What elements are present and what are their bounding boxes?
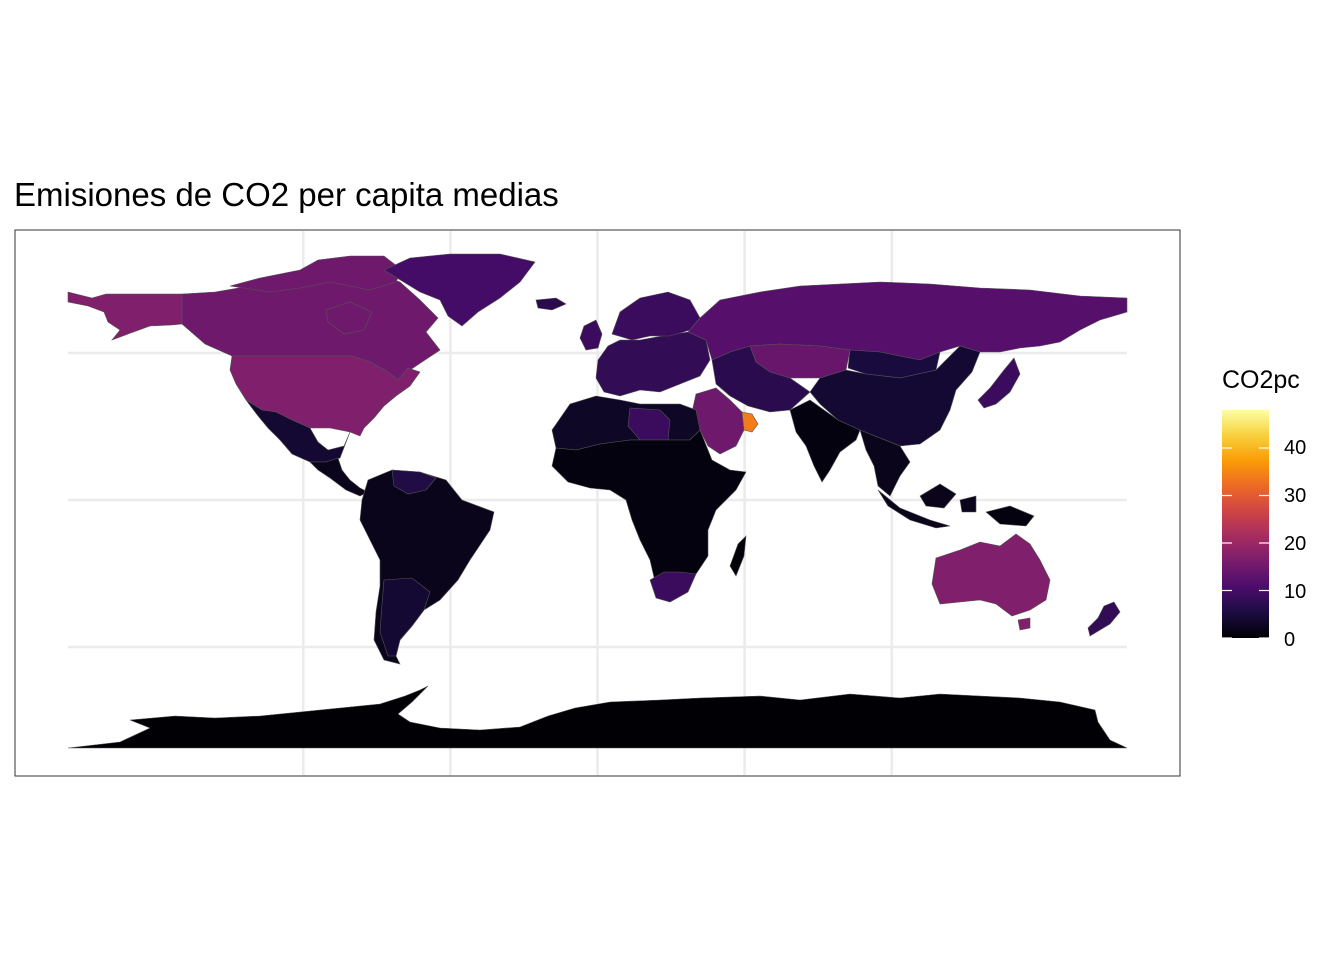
- region-madagascar: [729, 535, 747, 577]
- region-southeast-asia: [859, 429, 911, 497]
- legend-title: CO2pc: [1222, 366, 1300, 394]
- region-uk: [579, 319, 603, 351]
- legend-tick-label-0: 0: [1284, 629, 1296, 651]
- region-new-zealand: [1087, 601, 1121, 637]
- region-tasmania: [1017, 617, 1031, 631]
- legend-tick-label-30: 30: [1284, 485, 1307, 507]
- legend: [1222, 410, 1269, 639]
- region-argentina: [379, 577, 431, 657]
- region-indonesia: [877, 483, 977, 529]
- region-antarctica: [67, 685, 1128, 749]
- countries-layer: [67, 253, 1128, 749]
- legend-tick-label-20: 20: [1284, 533, 1307, 555]
- region-gulf-states: [741, 411, 759, 433]
- region-iceland: [535, 297, 567, 311]
- page-title: Emisiones de CO2 per capita medias: [14, 176, 559, 213]
- region-south-africa: [649, 571, 697, 603]
- legend-tick-label-10: 10: [1284, 581, 1307, 603]
- region-central-america: [309, 457, 369, 497]
- region-mexico: [245, 399, 351, 463]
- region-venezuela: [391, 469, 437, 495]
- region-japan: [977, 357, 1021, 409]
- region-papua-new-guinea: [985, 505, 1035, 527]
- region-greenland: [383, 253, 536, 327]
- region-iran: [711, 345, 811, 413]
- region-india: [789, 399, 861, 483]
- legend-tick-label-40: 40: [1284, 437, 1307, 459]
- graticule: [68, 231, 1127, 775]
- legend-colorbar: [1222, 410, 1269, 638]
- region-australia: [931, 533, 1051, 617]
- region-africa: [551, 429, 747, 593]
- region-europe: [595, 331, 711, 397]
- region-alaska: [67, 291, 183, 341]
